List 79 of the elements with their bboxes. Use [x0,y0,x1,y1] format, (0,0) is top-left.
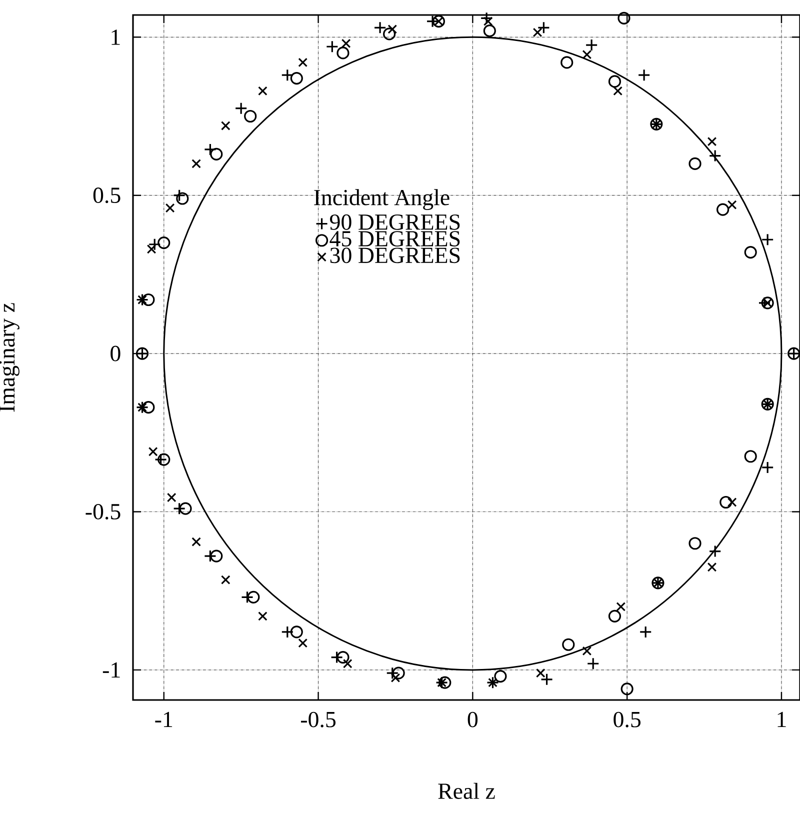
legend-title: Incident Angle [314,189,450,210]
point [585,38,598,52]
point [336,650,350,664]
point [179,502,192,515]
point [244,110,257,123]
point [707,562,717,572]
point [392,666,405,680]
point [688,537,702,550]
point [613,86,623,96]
point [582,646,592,656]
point [639,626,652,638]
point [374,21,386,34]
point [744,450,757,463]
point [326,40,338,53]
point [220,575,230,584]
point [148,446,158,456]
x-tick-label: 0.5 [614,712,641,728]
point [494,670,507,683]
point [761,461,774,474]
point [192,537,201,546]
x-tick-label: -1 [155,712,172,727]
point [298,58,308,68]
point [176,192,189,205]
point [536,668,546,678]
point [483,24,496,38]
point [620,682,634,696]
point [290,626,303,638]
point [383,28,396,40]
x-tick-label: 1 [778,712,786,727]
point [158,236,170,250]
point [220,121,230,130]
x-axis-title: Real z [438,782,495,799]
point [240,590,254,604]
point [165,203,175,213]
point [158,453,170,466]
point [560,56,574,69]
point [582,50,592,60]
point [586,657,600,670]
point [166,492,176,502]
point [247,590,260,604]
y-tick-label: 0 [110,346,120,362]
point [192,159,201,168]
point [562,638,575,651]
point [727,498,737,507]
point [761,233,774,246]
point [532,28,542,38]
point [720,496,732,509]
point [258,611,268,621]
point [142,401,155,414]
point [234,102,248,115]
legend-label: 90 DEGREES [330,214,460,230]
point [210,148,223,161]
y-tick-label: 0.5 [93,188,120,204]
x-tick-label: 0 [468,712,478,728]
point [688,157,702,170]
point [618,12,630,24]
point [298,638,308,648]
x-tick-label: -0.5 [300,712,336,728]
y-tick-label: -0.5 [86,504,120,520]
point [744,246,757,259]
point [336,46,350,60]
point [290,72,303,85]
y-tick-label: 1 [112,30,120,45]
point [540,673,554,686]
point [438,676,452,689]
y-tick-label: -1 [102,662,120,678]
point [258,86,268,96]
point [142,293,155,306]
point [638,68,650,82]
point [608,75,622,88]
point [342,658,352,668]
legend-label: 45 DEGREES [330,231,460,246]
point [707,136,717,146]
point [537,21,550,34]
point [210,550,223,562]
point [608,610,622,622]
legend-label: 30 DEGREES [330,248,460,264]
point [616,602,626,612]
point [341,38,351,48]
